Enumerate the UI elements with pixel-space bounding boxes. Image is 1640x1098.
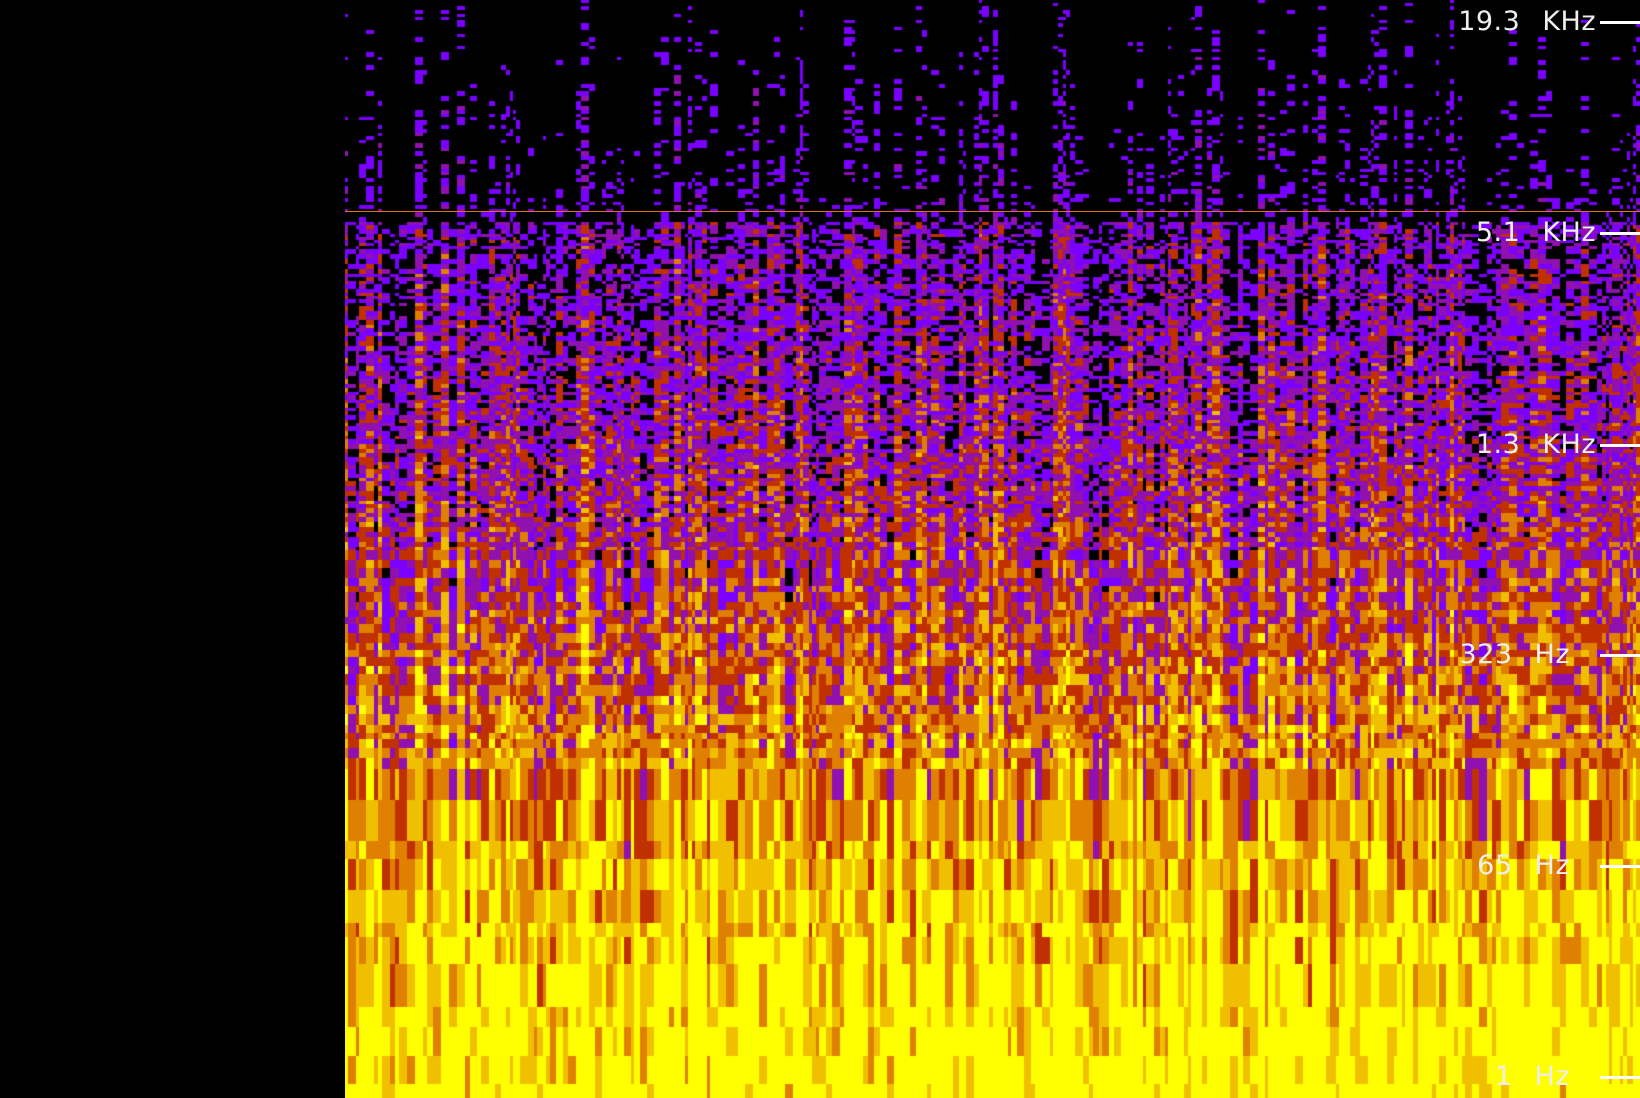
tick-mark [1600, 1076, 1640, 1079]
tick-unit: Hz [1534, 639, 1570, 670]
tick-mark [1600, 865, 1640, 868]
tick-unit: Hz [1534, 1061, 1570, 1092]
tick-value: 5.1 [1475, 217, 1521, 248]
tick-value: 19.3 [1458, 6, 1521, 37]
tick-unit: KHz [1542, 6, 1596, 37]
tick-value: 65 [1477, 850, 1513, 881]
tick-unit: Hz [1534, 850, 1570, 881]
tick-mark [1600, 444, 1640, 447]
tick-mark [1600, 654, 1640, 657]
tick-value: 1 [1494, 1061, 1513, 1092]
tick-mark [1600, 21, 1640, 24]
tick-value: 1.3 [1475, 429, 1521, 460]
tick-unit: KHz [1542, 429, 1596, 460]
empty-left-pane [0, 0, 345, 1098]
spectrogram-canvas[interactable] [345, 0, 1640, 1098]
tick-mark [1600, 232, 1640, 235]
tick-value: 323 [1459, 639, 1513, 670]
tick-unit: KHz [1542, 217, 1596, 248]
frequency-marker-line [345, 211, 1640, 212]
